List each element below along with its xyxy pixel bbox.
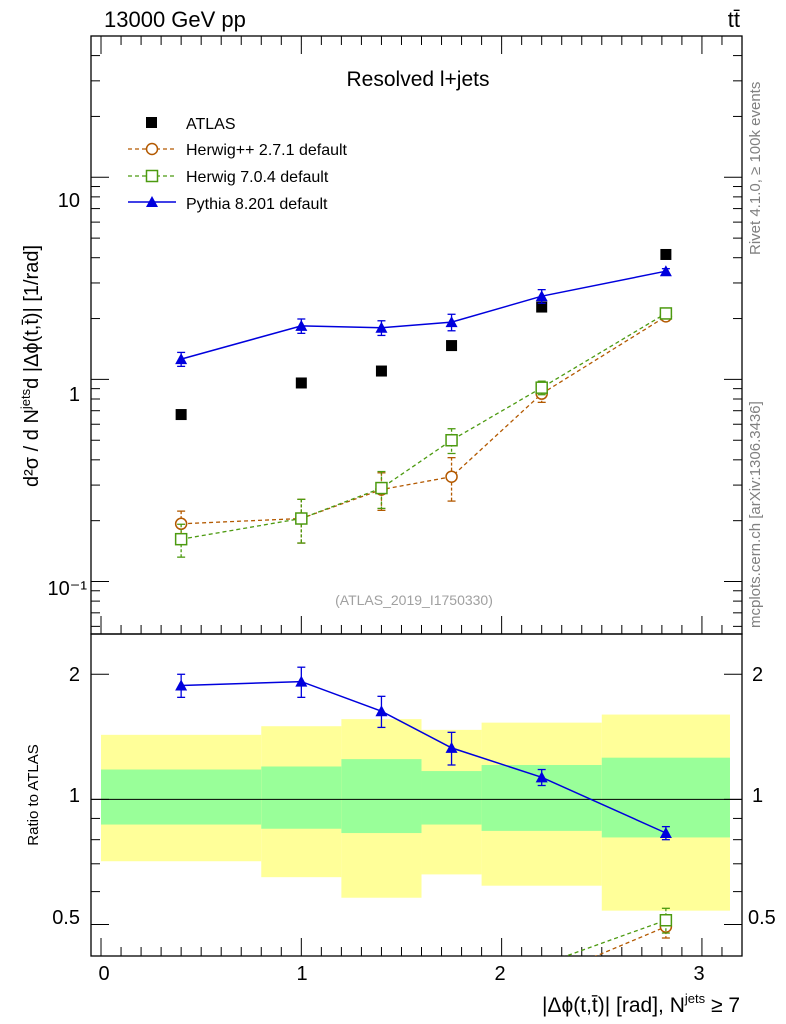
energy-label: 13000 GeV pp xyxy=(104,7,246,32)
herwig-2-7-1-default-point xyxy=(445,470,458,483)
main-plot-series xyxy=(174,248,673,558)
pythia-8-201-default-point xyxy=(375,321,388,333)
legend-marker-herwig7 xyxy=(145,169,159,183)
legend: ATLAS Herwig++ 2.7.1 default Herwig 7.0.… xyxy=(128,116,348,213)
herwig-7-0-4-default-point xyxy=(295,512,308,525)
legend-label-atlas: ATLAS xyxy=(186,116,236,133)
xtick-label-3: 3 xyxy=(693,963,704,985)
herwig-7-0-4-default-point xyxy=(445,433,458,447)
ratio-ytick-label-right-2: 2 xyxy=(752,664,763,686)
ratio-green-band-3 xyxy=(421,771,482,825)
pythia-8-201-default-point xyxy=(535,290,548,302)
ratio-plot-frame xyxy=(90,633,743,957)
ratio-green-band-0 xyxy=(101,769,262,825)
ratio-ytick-label-right-1: 1 xyxy=(752,785,763,807)
herwig-7-0-4-default-line xyxy=(180,312,667,540)
atlas-point xyxy=(660,248,672,260)
atlas-point xyxy=(175,409,187,421)
pythia-8-201-default-point xyxy=(445,741,458,753)
main-ytick-label-1: 1 xyxy=(69,384,80,406)
ratio-green-band-1 xyxy=(261,766,342,829)
pythia-8-201-default-point xyxy=(375,705,388,717)
process-label: tt̄ xyxy=(728,7,740,32)
herwig-2-7-1-default-line xyxy=(594,926,667,956)
ratio-y-axis-label: Ratio to ATLAS xyxy=(25,744,42,845)
pythia-8-201-default-line xyxy=(181,680,667,834)
pythia-8-201-default-point xyxy=(295,675,308,687)
atlas-point xyxy=(375,365,387,377)
plot-title: Resolved l+jets xyxy=(347,68,490,91)
pythia-8-201-default-point xyxy=(659,265,672,277)
xtick-label-2: 2 xyxy=(494,963,505,985)
rivet-version-label: Rivet 4.1.0, ≥ 100k events xyxy=(747,82,764,255)
main-y-axis-label: d²σ / d Njetsd |Δϕ(t,t̄)| [1/rad] xyxy=(18,245,43,487)
ratio-plot-series xyxy=(175,666,673,956)
ratio-green-band-2 xyxy=(341,759,422,834)
main-ytick-label-10: 10 xyxy=(58,190,80,212)
xtick-label-1: 1 xyxy=(296,963,307,985)
herwig-7-0-4-default-point xyxy=(174,532,188,546)
mcplots-label: mcplots.cern.ch [arXiv:1306.3436] xyxy=(747,401,764,628)
pythia-8-201-default-point xyxy=(175,679,188,691)
legend-label-herwigpp: Herwig++ 2.7.1 default xyxy=(186,142,348,159)
herwig-7-0-4-default-point xyxy=(659,307,673,320)
x-axis-label: |Δϕ(t,t̄)| [rad], Njets ≥ 7 xyxy=(542,991,740,1017)
ratio-ytick-label-right-0.5: 0.5 xyxy=(748,907,776,929)
ratio-ytick-label-2: 2 xyxy=(69,664,80,686)
main-ytick-label-0.1: 10⁻¹ xyxy=(48,578,88,600)
herwig-2-7-1-default-line xyxy=(181,315,667,525)
herwig-7-0-4-default-line xyxy=(564,919,667,956)
atlas-point xyxy=(446,340,458,352)
ratio-green-band-5 xyxy=(601,757,730,838)
pythia-8-201-default-point xyxy=(535,771,548,783)
legend-label-herwig7: Herwig 7.0.4 default xyxy=(186,169,329,186)
herwig-7-0-4-default-point xyxy=(659,913,673,927)
legend-marker-herwigpp xyxy=(145,142,159,156)
ratio-ytick-label-1: 1 xyxy=(69,785,80,807)
main-y-axis-label-rest: d |Δϕ(t,t̄)| [1/rad] xyxy=(21,245,43,389)
legend-marker-pythia xyxy=(146,196,158,207)
pythia-8-201-default-point xyxy=(295,319,308,331)
ratio-ytick-label-0.5: 0.5 xyxy=(52,907,80,929)
xtick-label-0: 0 xyxy=(98,963,109,985)
herwig-7-0-4-default-point xyxy=(375,481,388,495)
legend-label-pythia: Pythia 8.201 default xyxy=(186,196,328,213)
atlas-point xyxy=(536,301,548,313)
main-y-axis-label-sup: jets xyxy=(18,388,33,410)
pythia-8-201-default-point xyxy=(175,353,188,365)
main-y-axis-label-main: d²σ / d N xyxy=(21,409,43,487)
x-axis-label-main: |Δϕ(t,t̄)| [rad], N xyxy=(542,994,685,1017)
x-axis-label-rest: ≥ 7 xyxy=(705,994,740,1017)
x-axis-label-sup: jets xyxy=(684,991,706,1006)
pythia-8-201-default-point xyxy=(445,316,458,328)
analysis-id: (ATLAS_2019_I1750330) xyxy=(335,592,493,608)
legend-marker-atlas xyxy=(146,117,157,128)
pythia-8-201-default-point xyxy=(659,827,672,839)
ratio-uncertainty-bands xyxy=(101,714,730,911)
pythia-8-201-default-line xyxy=(180,270,667,360)
herwig-7-0-4-default-point xyxy=(535,381,548,394)
atlas-point xyxy=(295,377,307,389)
